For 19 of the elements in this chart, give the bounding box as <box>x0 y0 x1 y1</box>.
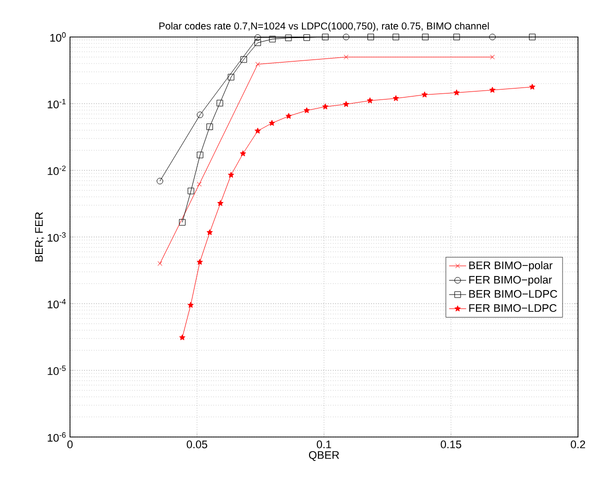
x-tick-label: 0.05 <box>186 440 208 448</box>
y-tick-label: 10$^{0}$ <box>50 32 66 42</box>
y-tick-label: 10$^{-5}$ <box>48 366 66 375</box>
chart-title: Polar codes rate 0.7,N=1024 vs LDPC(1000,750), rate 0.75, BIMO channel <box>159 22 489 32</box>
x-tick-label: 0.1 <box>316 440 332 448</box>
legend-label: BER BIMO−LDPC <box>469 290 558 298</box>
y-tick-label: 10$^{-1}$ <box>48 98 66 108</box>
x-tick-label: 0.15 <box>440 440 462 448</box>
legend-label: FER BIMO−LDPC <box>469 304 557 312</box>
x-tick-label: 0.2 <box>570 440 586 448</box>
y-tick-label: 10$^{-6}$ <box>48 432 66 442</box>
y-tick-label: 10$^{-3}$ <box>48 232 66 242</box>
legend-label: FER BIMO−polar <box>469 276 552 286</box>
x-axis-title: QBER <box>308 451 340 461</box>
legend-label: BER BIMO−polar <box>469 261 553 272</box>
x-tick-label: 0 <box>67 440 73 448</box>
y-tick-label: 10$^{-2}$ <box>48 166 66 176</box>
y-axis-title: BER; FER <box>35 212 44 262</box>
y-tick-label: 10$^{-4}$ <box>48 298 66 308</box>
